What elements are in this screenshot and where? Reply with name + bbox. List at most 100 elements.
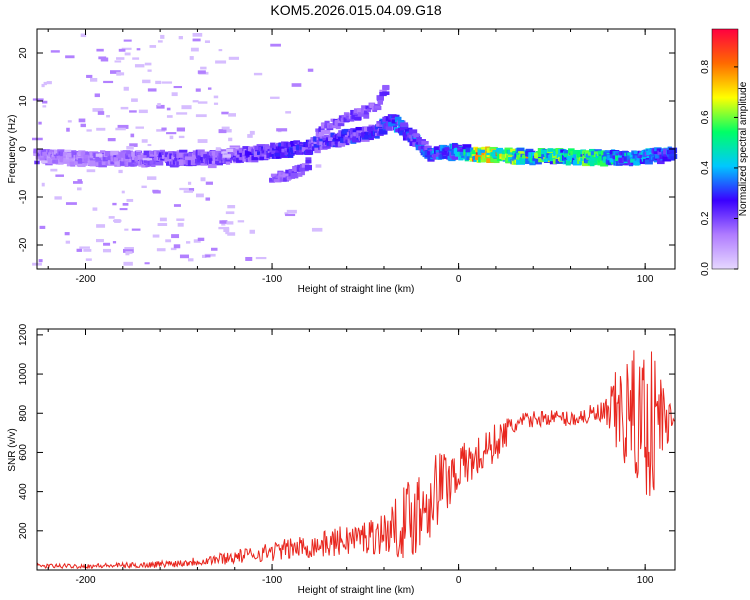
spectrogram-cell [282,173,290,179]
spectrogram-noise-cell [147,88,157,92]
spectrogram-noise-cell [178,135,185,139]
colorbar-tick-label: 0.4 [700,161,711,175]
spectrogram-noise-cell [157,40,163,43]
spectrogram-noise-cell [170,247,177,251]
spectrogram-cell [589,160,595,167]
spectrogram-noise-cell [226,221,234,225]
spectrogram-cell [304,164,312,171]
snr-panel: -200 -100 0 100 200 400 600 800 1000 1200 Height… [7,323,676,596]
spectrogram-noise-cell [183,190,194,193]
spectrogram-cell [258,146,264,152]
spectrogram-cell [670,156,675,161]
spectrogram-cell [352,135,361,141]
spectrogram-noise-cell [173,204,181,207]
spectrogram-cell [400,122,409,127]
spectrogram-cell [52,159,58,164]
spectrogram-cell [82,162,88,166]
spectrogram-cell [433,146,441,151]
spectrogram-cell [574,157,581,162]
spectrogram-noise-cell [156,104,165,109]
spectrogram-noise-cell [95,153,102,157]
spectrogram-cell [63,151,71,157]
spectrogram-noise-cell [237,220,245,223]
spectrogram-noise-cell [159,217,167,222]
spectrogram-cell [39,156,47,161]
spectrogram-noise-cell [129,110,137,113]
spectrogram-noise-cell [102,248,112,253]
spectrogram-cell [442,153,450,159]
spectrogram-cell [374,124,380,130]
spectrogram-cell [89,160,98,167]
spectrogram-cell [424,145,432,151]
spectrogram-cell [453,144,462,149]
spectrogram-cell [367,108,372,113]
spectrogram-cell [293,140,301,144]
spectrogram-cell [657,158,665,165]
spectrogram-noise-cell [200,66,207,70]
spectrogram-noise-cell [96,48,104,52]
spectrogram-noise-cell [126,145,134,150]
spectrogram-noise-cell [64,232,70,236]
snr-x-ticks: -200 -100 0 100 [47,329,654,586]
y-tick-label: 1000 [18,363,29,386]
spectrogram-noise-cell [117,124,129,129]
spectrogram-noise-cell [118,48,126,52]
spectrogram-noise-cell [227,205,236,209]
spectrogram-noise-cell [213,102,219,105]
spectrogram-noise-cell [226,148,234,153]
spectrogram-noise-cell [213,95,219,99]
spectrogram-cell [288,168,295,173]
spectrogram-noise-cell [285,111,292,114]
spectrogram-noise-cell [215,60,227,64]
spectrogram-noise-cell [38,121,42,125]
spectrogram-cell [306,149,311,154]
spectrogram-cell [99,150,106,155]
spectrogram-y-label: Frequency (Hz) [7,115,18,184]
spectrogram-noise-cell [228,56,240,60]
spectrogram-noise-cell [178,35,183,40]
spectrogram-noise-cell [66,127,70,132]
spectrogram-noise-cell [129,143,138,147]
spectrogram-noise-cell [228,137,233,142]
spectrogram-cell [376,95,384,100]
spectrogram-cell [572,149,582,155]
spectrogram-noise-cell [149,45,157,48]
spectrogram-cell [309,143,314,149]
spectrogram-cell [481,151,489,156]
snr-series-line [36,350,676,570]
spectrogram-cell [155,161,164,166]
spectrogram-cell [372,134,377,139]
spectrogram-cell [296,150,304,155]
spectrogram-cell [363,110,369,115]
spectrogram-cell [388,121,397,127]
spectrogram-noise-cell [86,129,92,132]
spectrogram-noise-cell [103,80,114,84]
spectrogram-cell [77,161,86,168]
spectrogram-cell [337,141,346,147]
spectrogram-noise-cell [124,246,134,250]
spectrogram-noise-cell [221,111,229,115]
spectrogram-noise-cell [134,64,145,68]
spectrogram-noise-cell [223,127,227,130]
spectrogram-noise-cell [197,101,208,104]
spectrogram-cell [318,131,325,137]
spectrogram-noise-cell [229,145,241,148]
spectrogram-noise-cell [40,160,48,164]
spectrogram-cell [313,143,322,149]
spectrogram-cell [547,148,554,152]
spectrogram-noise-cell [130,133,135,138]
spectrogram-cell [305,159,312,164]
spectrogram-cell [403,132,411,138]
spectrogram-noise-cell [245,256,253,261]
spectrogram-noise-cell [192,38,201,42]
spectrogram-noise-cell [119,208,128,211]
spectrogram-cell [280,153,289,158]
spectrogram-cell [178,159,188,166]
spectrogram-cell [290,172,299,179]
y-tick-label: 400 [18,483,29,500]
spectrogram-noise-cell [249,130,255,135]
spectrogram-cell [232,148,242,153]
spectrogram-noise-cell [249,229,255,234]
spectrogram-cell [564,153,573,158]
spectrogram-noise-cell [189,56,194,60]
